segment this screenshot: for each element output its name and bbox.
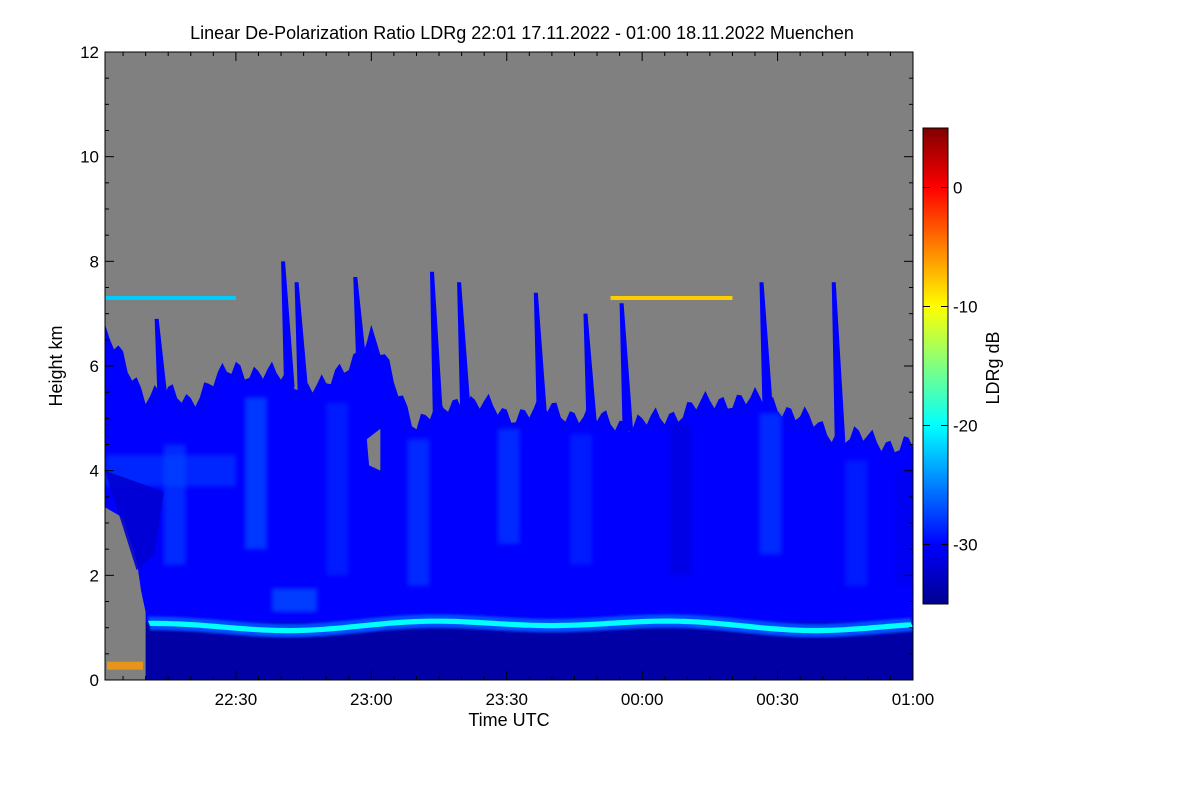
y-tick-label: 4 [90,462,99,481]
colorbar-label: LDRg dB [983,331,1003,404]
y-axis-label: Height km [46,325,66,406]
cloud-fallstreak [759,282,774,412]
cloud-fallstreak [430,271,444,427]
y-tick-label: 2 [90,566,99,585]
cloud-streak [326,402,349,576]
x-tick-label: 23:30 [485,690,528,709]
y-tick-label: 0 [90,671,99,690]
near-ground-speckle [107,661,143,670]
cloud-fallstreak [281,261,295,387]
no-data-region [366,428,381,471]
cloud-streak [894,470,913,586]
cloud-fallstreak [583,313,598,426]
thin-layer [105,295,236,300]
colorbar-tick-label: 0 [953,179,962,198]
thin-layer [610,295,733,300]
x-tick-label: 01:00 [892,690,935,709]
y-tick-label: 6 [90,357,99,376]
cloud-streak [105,470,164,571]
x-tick-label: 00:30 [756,690,799,709]
cloud-fallstreak [154,318,169,404]
x-tick-label: 22:30 [215,690,258,709]
colorbar-ramp [922,127,949,605]
cloud-fallstreak [294,282,309,391]
plot-area [105,52,913,680]
y-axis: 0 2 4 6 8 10 12 [80,43,913,690]
cloud-streak [497,428,520,544]
cloud-fallstreak [533,292,548,421]
y-tick-label: 10 [80,148,99,167]
cloud-streak [759,413,782,555]
cloud-fallstreak [457,282,471,411]
cloud-texture [105,397,913,612]
cloud-fallstreak [619,303,634,432]
chart-title: Linear De-Polarization Ratio LDRg 22:01 … [190,23,854,43]
colorbar-tick-label: -20 [953,417,978,436]
aerosol-band [147,618,913,634]
cloud-streak [845,460,868,586]
cloud-streak [669,423,692,576]
cloud-streak [569,434,592,565]
x-axis-label: Time UTC [468,710,549,730]
y-tick-label: 8 [90,252,99,271]
x-tick-label: 23:00 [350,690,393,709]
colorbar: 0 -10 -20 -30 [922,127,978,605]
cloud-streak [272,588,318,612]
cloud-fallstreak [353,277,367,366]
colorbar-tick-label: -10 [953,298,978,317]
cloud-streak [407,439,430,586]
x-axis: 22:30 23:00 23:30 00:00 00:30 01:00 [122,52,935,709]
colorbar-tick-label: -30 [953,536,978,555]
x-tick-label: 00:00 [621,690,664,709]
cloud-streak [244,397,267,550]
y-tick-label: 12 [80,43,99,62]
cloud-fallstreak [831,282,846,442]
no-data-region [105,507,146,680]
